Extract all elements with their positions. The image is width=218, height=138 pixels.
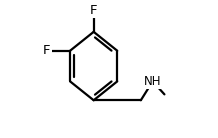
Text: F: F: [90, 4, 97, 17]
Text: NH: NH: [144, 75, 161, 88]
Text: F: F: [43, 44, 50, 57]
